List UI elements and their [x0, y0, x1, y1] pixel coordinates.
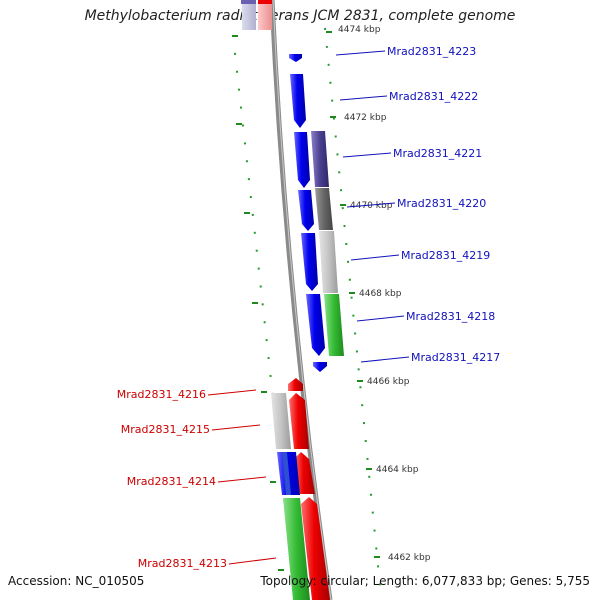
accession-text: Accession: NC_010505: [8, 574, 145, 588]
gene-label-forward[interactable]: Mrad2831_4221: [393, 147, 482, 160]
gene-forward: [289, 54, 302, 62]
scale-label: 4464 kbp: [376, 465, 419, 475]
gene-label-reverse[interactable]: Mrad2831_4213: [138, 557, 227, 570]
gene-label-forward[interactable]: Mrad2831_4217: [411, 351, 500, 364]
scale-labels: 4474 kbp 4472 kbp 4470 kbp 4468 kbp 4466…: [338, 25, 431, 563]
gene-reverse: [301, 497, 330, 600]
scale-label: 4468 kbp: [359, 289, 402, 299]
cog-block: [311, 131, 329, 187]
cog-block: [241, 0, 256, 4]
reverse-cog-track: [271, 393, 310, 600]
gene-label-reverse[interactable]: Mrad2831_4215: [121, 423, 210, 436]
gene-forward: [313, 362, 327, 372]
gene-label-forward[interactable]: Mrad2831_4223: [387, 45, 476, 58]
cog-block: [319, 231, 338, 293]
outer-dotted-track: [324, 27, 382, 597]
gene-label-forward[interactable]: Mrad2831_4222: [389, 90, 478, 103]
cog-block: [258, 0, 272, 4]
cog-block: [258, 0, 272, 30]
gene-forward: [298, 190, 314, 231]
scale-label: 4462 kbp: [388, 553, 431, 563]
gene-reverse: [288, 378, 303, 391]
gene-forward: [294, 132, 310, 188]
gene-label-forward[interactable]: Mrad2831_4220: [397, 197, 486, 210]
forward-gene-labels: Mrad2831_4223 Mrad2831_4222 Mrad2831_422…: [335, 45, 500, 364]
cog-block: [324, 294, 344, 356]
gene-reverse: [294, 452, 315, 494]
gene-label-forward[interactable]: Mrad2831_4218: [406, 310, 495, 323]
map-title: Methylobacterium radiotolerans JCM 2831,…: [84, 8, 516, 24]
gene-forward: [306, 294, 325, 356]
inner-dotted-track: [232, 34, 296, 599]
scale-label: 4472 kbp: [344, 113, 387, 123]
forward-strand-genes: [289, 54, 327, 372]
genome-summary-text: Topology: circular; Length: 6,077,833 bp…: [260, 574, 590, 588]
reverse-gene-labels: Mrad2831_4216 Mrad2831_4215 Mrad2831_421…: [117, 388, 277, 570]
cog-block: [271, 393, 291, 449]
scale-label: 4474 kbp: [338, 25, 381, 35]
scale-label: 4470 kbp: [350, 201, 393, 211]
gene-forward: [290, 74, 306, 128]
gene-forward: [301, 233, 318, 291]
gene-label-forward[interactable]: Mrad2831_4219: [401, 249, 490, 262]
cog-block: [283, 498, 310, 600]
cog-block: [242, 0, 256, 30]
gene-label-reverse[interactable]: Mrad2831_4214: [127, 475, 216, 488]
scale-label: 4466 kbp: [367, 377, 410, 387]
gene-reverse: [289, 393, 309, 449]
gene-label-reverse[interactable]: Mrad2831_4216: [117, 388, 206, 401]
reverse-strand-genes: [288, 378, 330, 600]
forward-cog-track: [311, 131, 344, 356]
cog-block: [282, 452, 291, 495]
cog-block: [315, 188, 333, 230]
